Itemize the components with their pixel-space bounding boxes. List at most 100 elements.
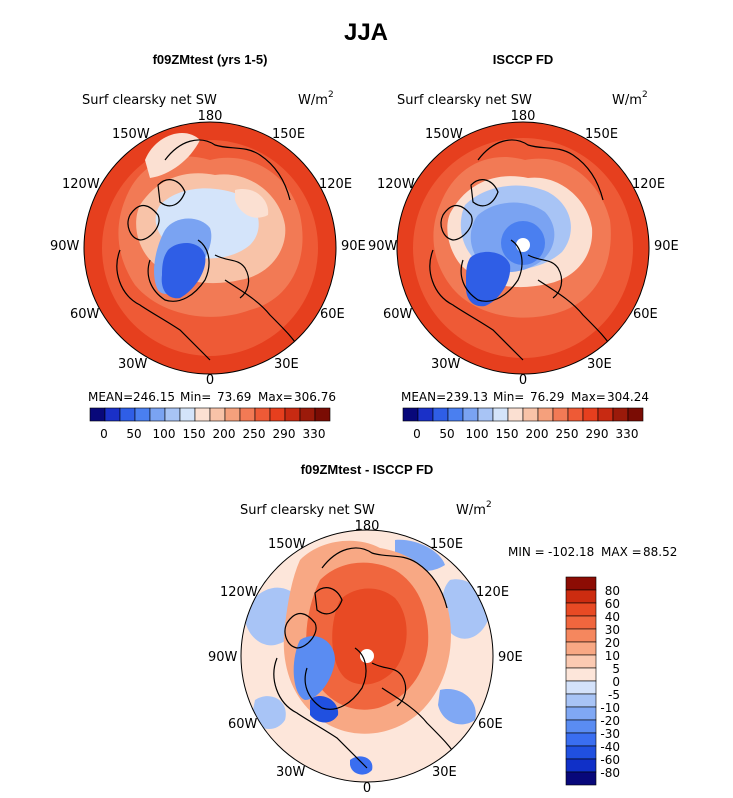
panel-model-coastlines xyxy=(116,139,301,361)
panel-diff-lon-label: 180 xyxy=(355,519,380,534)
panel-model-lon-label: 30W xyxy=(118,357,148,372)
colorbar-swatch xyxy=(565,706,597,721)
colorbar-swatch xyxy=(89,407,106,422)
panel-obs-lon-label: 150E xyxy=(585,127,618,142)
panel-obs-lon-label: 0 xyxy=(519,373,527,388)
panel-diff-lon-label: 90W xyxy=(208,650,238,665)
panel-model-mean-value: 246.15 xyxy=(133,390,175,404)
panel-diff-colorbar-tick: 40 xyxy=(605,610,620,624)
panel-model-lon-label: 180 xyxy=(198,109,223,124)
colorbar-swatch xyxy=(432,407,449,422)
colorbar-swatch xyxy=(565,771,597,786)
panel-model-mean-label: MEAN= xyxy=(88,390,133,404)
panel-obs-lon-label: 30E xyxy=(587,357,612,372)
colorbar-swatch xyxy=(565,667,597,682)
panel-diff-lon-label: 150W xyxy=(268,537,306,552)
panel-obs-colorbar xyxy=(402,407,644,422)
colorbar-swatch xyxy=(314,407,331,422)
panel-diff-colorbar-tick: 20 xyxy=(605,636,620,650)
panel-diff-lon-label: 60E xyxy=(478,717,503,732)
panel-obs-colorbar-tick: 250 xyxy=(556,427,579,441)
colorbar-swatch xyxy=(164,407,181,422)
panel-diff-colorbar-tick: 80 xyxy=(605,584,620,598)
panel-diff-lon-label: 90E xyxy=(498,650,523,665)
panel-model-lon-label: 150W xyxy=(112,127,150,142)
panel-obs-max-label: Max= xyxy=(571,390,606,404)
panel-diff-lon-label: 120E xyxy=(476,585,509,600)
panel-model-colorbar-tick: 50 xyxy=(126,427,141,441)
panel-diff-colorbar-tick: -60 xyxy=(600,753,620,767)
panel-diff-colorbar-tick: -30 xyxy=(600,727,620,741)
colorbar-swatch xyxy=(119,407,136,422)
colorbar-swatch xyxy=(612,407,629,422)
panel-model-colorbar-tick: 290 xyxy=(273,427,296,441)
panel-obs-colorbar-tick: 0 xyxy=(413,427,421,441)
panel-diff-colorbar-ticks: 80 60 40 30 20 10 5 0 -5 -10 -20 -30 -40… xyxy=(600,584,620,780)
panel-diff-colorbar-tick: 0 xyxy=(612,675,620,689)
panel-obs: ISCCP FD Surf clearsky net SW W/m 2 180 … xyxy=(368,52,679,441)
panel-diff-field-label: Surf clearsky net SW xyxy=(240,503,375,518)
panel-obs-max-value: 304.24 xyxy=(607,390,649,404)
colorbar-swatch xyxy=(149,407,166,422)
panel-diff-colorbar-tick: -20 xyxy=(600,714,620,728)
colorbar-swatch xyxy=(565,628,597,643)
panel-diff-max-label: MAX = xyxy=(601,545,642,559)
panel-model-lon-label: 90E xyxy=(341,239,366,254)
colorbar-swatch xyxy=(447,407,464,422)
colorbar-swatch xyxy=(565,693,597,708)
panel-model-colorbar-tick: 0 xyxy=(100,427,108,441)
colorbar-swatch xyxy=(597,407,614,422)
colorbar-swatch xyxy=(522,407,539,422)
panel-obs-lon-label: 120W xyxy=(377,177,415,192)
panel-model-lon-label: 120W xyxy=(62,177,100,192)
panel-obs-units-exp: 2 xyxy=(642,90,648,100)
panel-obs-map xyxy=(397,122,649,374)
colorbar-swatch xyxy=(269,407,286,422)
panel-obs-min-label: Min= xyxy=(493,390,524,404)
panel-diff-lon-label: 30W xyxy=(276,765,306,780)
panel-model-max-label: Max= xyxy=(258,390,293,404)
colorbar-swatch xyxy=(565,576,597,591)
colorbar-swatch xyxy=(565,680,597,695)
panel-obs-mean-value: 239.13 xyxy=(446,390,488,404)
colorbar-swatch xyxy=(179,407,196,422)
panel-obs-colorbar-tick: 100 xyxy=(466,427,489,441)
colorbar-swatch xyxy=(134,407,151,422)
panel-diff-colorbar xyxy=(565,576,597,786)
panel-model: f09ZMtest (yrs 1-5) Surf clearsky net SW… xyxy=(50,52,366,441)
panel-model-map-outline xyxy=(83,121,337,375)
colorbar-swatch xyxy=(565,615,597,630)
figure-title: JJA xyxy=(344,19,388,46)
colorbar-swatch xyxy=(565,602,597,617)
panel-model-max-value: 306.76 xyxy=(294,390,336,404)
colorbar-swatch xyxy=(565,654,597,669)
panel-obs-min-value: 76.29 xyxy=(530,390,564,404)
colorbar-swatch xyxy=(462,407,479,422)
panel-model-map xyxy=(84,122,336,374)
panel-obs-lon-label: 150W xyxy=(425,127,463,142)
panel-diff-lon-label: 0 xyxy=(363,781,371,796)
panel-diff-map-outline xyxy=(240,529,494,783)
panel-diff-lon-label: 30E xyxy=(432,765,457,780)
panel-obs-colorbar-tick: 290 xyxy=(586,427,609,441)
panel-diff-lon-label: 60W xyxy=(228,717,258,732)
colorbar-swatch xyxy=(565,589,597,604)
panel-model-units-exp: 2 xyxy=(328,90,334,100)
colorbar-swatch xyxy=(402,407,419,422)
panel-model-lon-label: 30E xyxy=(274,357,299,372)
panel-model-lon-label: 90W xyxy=(50,239,80,254)
panel-obs-lon-label: 90W xyxy=(368,239,398,254)
panel-model-title: f09ZMtest (yrs 1-5) xyxy=(153,52,268,67)
panel-diff-colorbar-tick: -40 xyxy=(600,740,620,754)
colorbar-swatch xyxy=(537,407,554,422)
panel-diff-colorbar-tick: -10 xyxy=(600,701,620,715)
colorbar-swatch xyxy=(565,732,597,747)
panel-model-lon-label: 120E xyxy=(319,177,352,192)
colorbar-swatch xyxy=(254,407,271,422)
panel-obs-lon-label: 30W xyxy=(431,357,461,372)
colorbar-swatch xyxy=(565,745,597,760)
panel-diff-colorbar-tick: 60 xyxy=(605,597,620,611)
panel-diff-max-value: 88.52 xyxy=(643,545,677,559)
panel-model-lon-label: 0 xyxy=(206,373,214,388)
